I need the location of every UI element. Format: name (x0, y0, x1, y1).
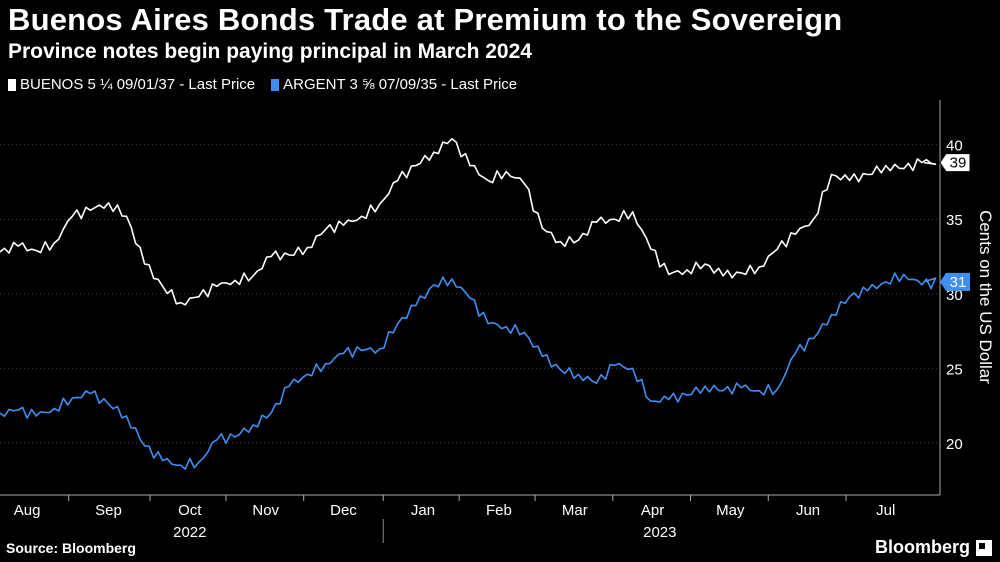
x-tick-label-feb: Feb (486, 502, 512, 519)
legend-label-argent: ARGENT 3 ⅝ 07/09/35 - Last Price (283, 76, 518, 93)
legend-swatch-argent (271, 78, 280, 91)
y-tick-label-25: 25 (946, 361, 963, 378)
x-tick-label-sep: Sep (95, 502, 122, 519)
legend-item-argent: ARGENT 3 ⅝ 07/09/35 - Last Price (271, 76, 517, 93)
series-line-argent (0, 272, 937, 470)
x-tick-label-apr: Apr (641, 502, 664, 519)
y-tick-label-20: 20 (946, 436, 963, 453)
series-line-buenos (0, 138, 937, 306)
x-tick-label-jun: Jun (796, 502, 820, 519)
legend-label-buenos: BUENOS 5 ¼ 09/01/37 - Last Price (20, 76, 256, 93)
chart-subtitle: Province notes begin paying principal in… (8, 40, 532, 63)
y-tick-label-35: 35 (946, 212, 963, 229)
last-value-tag-argent (940, 272, 970, 291)
x-tick-label-dec: Dec (330, 502, 357, 519)
chart-title: Buenos Aires Bonds Trade at Premium to t… (8, 2, 843, 37)
last-value-label-argent: 31 (950, 274, 967, 291)
y-tick-label-40: 40 (946, 138, 963, 155)
source-note: Source: Bloomberg (6, 540, 136, 556)
year-label-2023: 2023 (643, 524, 676, 541)
bloomberg-logo-icon (976, 539, 992, 556)
x-tick-label-jul: Jul (876, 502, 895, 519)
brand-name: Bloomberg (874, 537, 970, 557)
last-value-tag-buenos (939, 153, 971, 173)
last-value-label-buenos: 39 (950, 155, 967, 172)
x-tick-label-mar: Mar (562, 502, 588, 519)
year-label-2022: 2022 (173, 524, 206, 541)
legend-swatch-buenos (8, 78, 16, 91)
x-tick-label-jan: Jan (411, 502, 435, 519)
x-tick-label-nov: Nov (252, 502, 279, 519)
brand-logo: Bloomberg (875, 537, 992, 558)
x-tick-label-aug: Aug (14, 502, 41, 519)
y-axis-label: Cents on the US Dollar (976, 210, 995, 384)
x-tick-label-oct: Oct (178, 502, 202, 519)
y-tick-label-30: 30 (946, 287, 963, 304)
x-tick-label-may: May (716, 502, 745, 519)
legend-item-buenos: BUENOS 5 ¼ 09/01/37 - Last Price (8, 76, 255, 93)
legend: BUENOS 5 ¼ 09/01/37 - Last Price ARGENT … (8, 76, 517, 93)
